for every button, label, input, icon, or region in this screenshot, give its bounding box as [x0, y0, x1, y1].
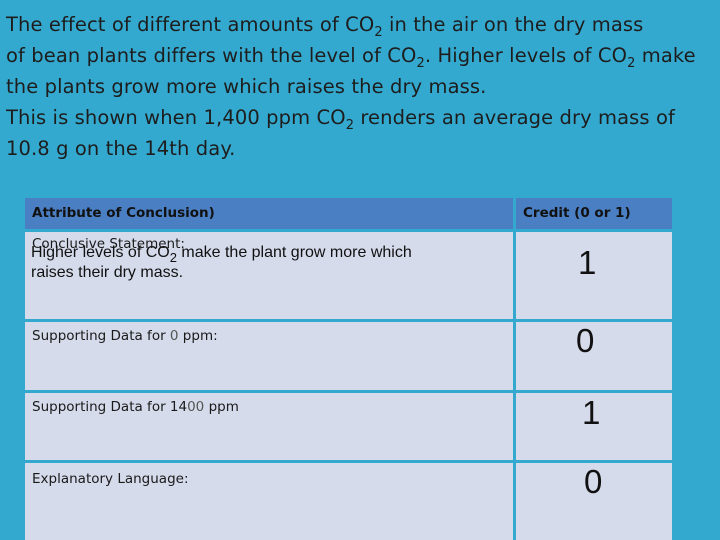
table-row: Supporting Data for 0 ppm: 0	[25, 322, 672, 390]
intro-line-3: the plants grow more which raises the dr…	[6, 75, 487, 98]
supporting-data-0-label: Supporting Data for 0 ppm:	[32, 328, 218, 344]
credit-value: 0	[584, 463, 603, 500]
credit-cell: 1	[516, 393, 672, 460]
credit-cell: 1	[516, 232, 672, 319]
supporting-data-1400-cell: Supporting Data for 1400 ppm	[25, 393, 513, 460]
conclusive-statement-answer: Higher levels of CO2 make the plant grow…	[31, 244, 412, 281]
explanatory-language-label: Explanatory Language:	[32, 471, 189, 487]
intro-line-1: The effect of different amounts of CO2 i…	[6, 13, 644, 40]
credit-cell: 0	[516, 463, 672, 540]
table-row: Supporting Data for 1400 ppm 1	[25, 393, 672, 460]
credit-value: 1	[578, 244, 597, 281]
intro-line-5: 10.8 g on the 14th day.	[6, 137, 236, 160]
header-attribute: Attribute of Conclusion)	[25, 198, 513, 229]
credit-cell: 0	[516, 322, 672, 390]
table-row: Explanatory Language: 0	[25, 463, 672, 540]
intro-line-2: of bean plants differs with the level of…	[6, 44, 696, 71]
table-header-row: Attribute of Conclusion) Credit (0 or 1)	[25, 198, 672, 229]
credit-value: 1	[582, 394, 601, 431]
intro-paragraph: The effect of different amounts of CO2 i…	[6, 9, 718, 164]
supporting-data-1400-label: Supporting Data for 1400 ppm	[32, 399, 239, 415]
conclusive-statement-label: Conclusive Statement:	[32, 236, 185, 252]
conclusive-statement-cell: Conclusive Statement: Higher levels of C…	[25, 232, 513, 319]
supporting-data-0-cell: Supporting Data for 0 ppm:	[25, 322, 513, 390]
credit-value: 0	[576, 322, 595, 359]
explanatory-language-cell: Explanatory Language:	[25, 463, 513, 540]
header-credit: Credit (0 or 1)	[516, 198, 672, 229]
table-row: Conclusive Statement: Higher levels of C…	[25, 232, 672, 319]
intro-line-4: This is shown when 1,400 ppm CO2 renders…	[6, 106, 675, 133]
